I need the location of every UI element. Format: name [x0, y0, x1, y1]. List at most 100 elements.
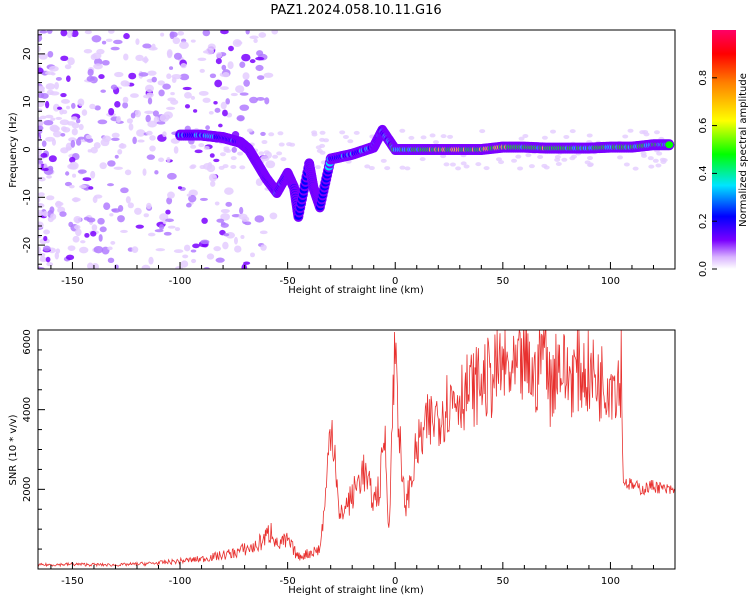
- noise-blob: [227, 61, 234, 70]
- noise-blob: [339, 130, 346, 135]
- noise-blob: [243, 79, 250, 87]
- noise-blob: [38, 176, 46, 182]
- noise-blob: [268, 132, 275, 137]
- noise-blob: [107, 183, 114, 187]
- noise-blob: [242, 72, 250, 80]
- noise-blob: [55, 248, 61, 254]
- noise-blob: [316, 148, 323, 153]
- noise-blob: [447, 134, 454, 139]
- noise-blob: [71, 197, 81, 202]
- noise-blob: [652, 158, 659, 163]
- noise-blob: [475, 162, 482, 167]
- noise-blob: [311, 130, 318, 135]
- noise-blob: [158, 157, 165, 163]
- noise-blob: [38, 125, 44, 131]
- noise-blob: [443, 162, 450, 167]
- noise-blob: [249, 35, 259, 40]
- noise-blob: [239, 165, 246, 170]
- noise-blob: [541, 135, 548, 140]
- noise-blob: [98, 74, 105, 80]
- x-tick-label: 50: [496, 276, 509, 287]
- noise-blob: [167, 97, 177, 102]
- noise-blob: [230, 156, 237, 161]
- noise-blob: [38, 246, 41, 253]
- noise-blob: [653, 130, 660, 135]
- noise-blob: [70, 139, 76, 148]
- noise-blob: [81, 109, 88, 116]
- noise-blob: [128, 72, 137, 80]
- colorbar-tick-label: 0.0: [698, 261, 709, 277]
- spectrogram-plot-area: [38, 30, 675, 269]
- noise-blob: [149, 145, 156, 152]
- noise-blob: [47, 50, 54, 58]
- noise-blob: [38, 100, 45, 108]
- noise-blob: [166, 73, 172, 80]
- spectrogram-y-label: Frequency (Hz): [8, 112, 19, 188]
- noise-blob: [569, 129, 576, 134]
- noise-blob: [99, 226, 107, 233]
- noise-blob: [647, 156, 654, 161]
- x-tick-label: 50: [496, 576, 509, 587]
- noise-blob: [245, 30, 250, 35]
- noise-blob: [74, 224, 81, 230]
- noise-blob: [214, 107, 221, 113]
- noise-blob: [554, 157, 561, 162]
- noise-blob: [79, 246, 89, 254]
- noise-blob: [135, 224, 144, 229]
- noise-blob: [117, 149, 123, 155]
- x-tick-label: -150: [61, 276, 84, 287]
- noise-blob: [158, 224, 165, 230]
- noise-blob: [429, 133, 436, 138]
- noise-blob: [223, 148, 230, 153]
- noise-blob: [179, 73, 190, 81]
- noise-blob: [632, 166, 639, 171]
- x-tick-label: -100: [169, 576, 192, 587]
- noise-blob: [120, 187, 129, 194]
- noise-blob: [237, 151, 244, 156]
- noise-blob: [114, 154, 119, 159]
- noise-blob: [511, 158, 518, 163]
- noise-blob: [100, 138, 110, 147]
- noise-blob: [182, 254, 189, 259]
- noise-blob: [515, 154, 522, 159]
- x-tick-label: 100: [601, 576, 620, 587]
- noise-blob: [234, 40, 243, 46]
- noise-blob: [220, 208, 230, 214]
- noise-blob: [399, 165, 406, 170]
- noise-blob: [109, 213, 114, 217]
- noise-blob: [234, 245, 242, 253]
- noise-blob: [110, 137, 120, 141]
- noise-blob: [122, 102, 129, 109]
- noise-blob: [222, 71, 230, 78]
- noise-blob: [48, 155, 57, 163]
- noise-blob: [168, 66, 174, 70]
- noise-blob: [550, 129, 557, 134]
- noise-blob: [77, 136, 85, 140]
- noise-blob: [261, 140, 268, 145]
- x-tick-label: 100: [601, 276, 620, 287]
- noise-blob: [39, 115, 47, 120]
- noise-blob: [122, 96, 129, 104]
- noise-blob: [137, 139, 145, 143]
- noise-blob: [38, 192, 45, 197]
- noise-blob: [483, 166, 490, 171]
- noise-blob: [107, 257, 115, 264]
- noise-blob: [655, 163, 662, 168]
- noise-blob: [174, 227, 181, 232]
- noise-blob: [108, 30, 115, 34]
- noise-blob: [627, 128, 634, 133]
- noise-blob: [160, 32, 165, 37]
- noise-blob: [269, 212, 278, 220]
- noise-blob: [69, 161, 79, 170]
- noise-blob: [135, 38, 140, 46]
- colorbar-gradient: [712, 30, 736, 269]
- noise-blob: [143, 213, 150, 218]
- noise-blob: [202, 30, 211, 37]
- noise-blob: [256, 50, 264, 57]
- noise-blob: [146, 130, 153, 136]
- noise-blob: [156, 121, 166, 125]
- noise-blob: [186, 193, 192, 197]
- noise-blob: [192, 243, 200, 249]
- noise-blob: [60, 132, 66, 137]
- noise-blob: [215, 57, 222, 65]
